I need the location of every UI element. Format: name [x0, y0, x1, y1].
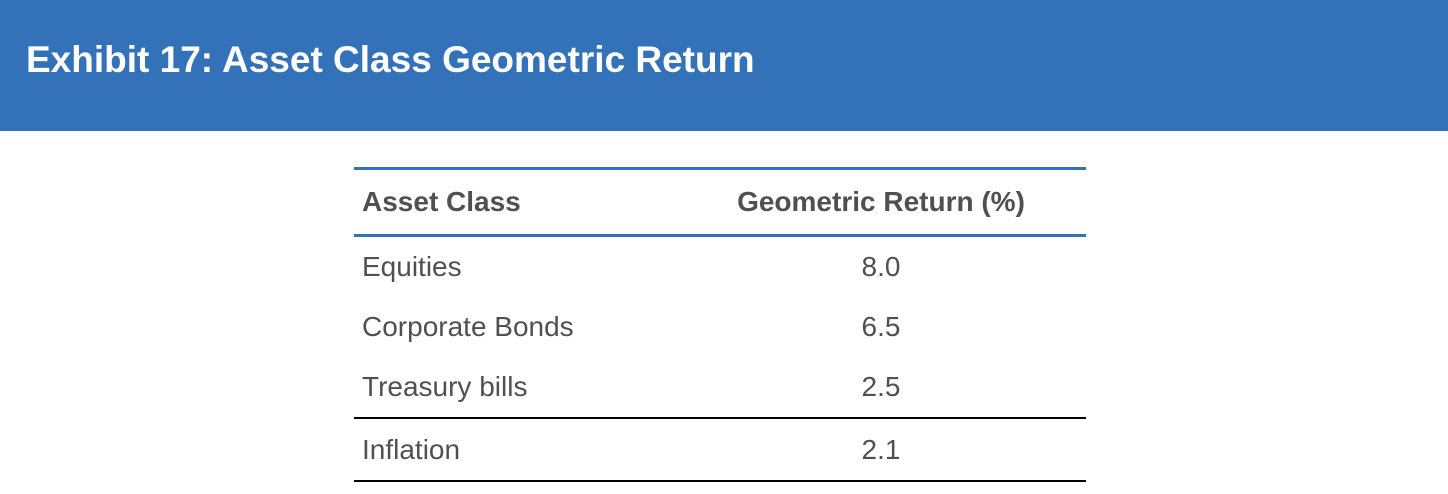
asset-class-cell: Inflation — [354, 417, 676, 482]
table-row: Corporate Bonds 6.5 — [354, 297, 1086, 357]
table-row: Equities 8.0 — [354, 236, 1086, 298]
exhibit-header: Exhibit 17: Asset Class Geometric Return — [0, 0, 1448, 131]
table-row: Treasury bills 2.5 — [354, 357, 1086, 418]
column-header-geometric-return: Geometric Return (%) — [737, 186, 1025, 217]
column-header-asset-class: Asset Class — [362, 186, 521, 217]
asset-class-cell: Equities — [362, 251, 462, 282]
table-header: Asset Class Geometric Return (%) — [354, 168, 1086, 236]
table-header-row: Asset Class Geometric Return (%) — [354, 168, 1086, 236]
table-body: Equities 8.0 Corporate Bonds 6.5 Treasur… — [354, 236, 1086, 482]
asset-return-table: Asset Class Geometric Return (%) Equitie… — [354, 167, 1086, 482]
table-row-inflation: Inflation 2.1 — [354, 417, 1086, 482]
asset-class-cell: Treasury bills — [362, 371, 528, 402]
geometric-return-cell: 8.0 — [861, 251, 901, 282]
geometric-return-cell: 2.1 — [676, 417, 1086, 482]
geometric-return-cell: 6.5 — [861, 311, 901, 342]
exhibit-title: Exhibit 17: Asset Class Geometric Return — [26, 39, 755, 80]
geometric-return-cell: 2.5 — [861, 371, 901, 402]
asset-class-cell: Corporate Bonds — [362, 311, 574, 342]
